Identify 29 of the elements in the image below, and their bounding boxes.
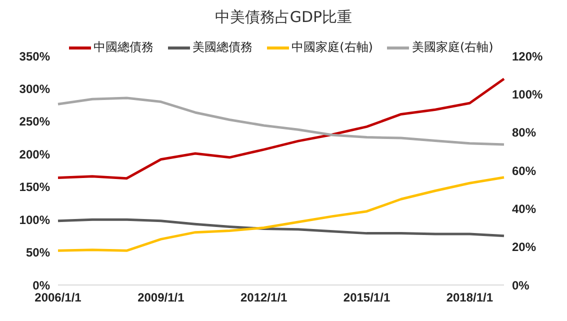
y-tick-label: 50% — [26, 246, 50, 260]
legend-label: 中國總債務 — [92, 39, 154, 56]
y-tick-label: 100% — [19, 212, 50, 227]
legend-label: 美國總債務 — [192, 39, 253, 56]
y-tick-label: 300% — [19, 82, 50, 96]
x-tick-label: 2018/1/1 — [446, 290, 494, 305]
y2-tick-label: 0% — [512, 278, 530, 292]
y2-tick-label: 20% — [512, 240, 536, 254]
x-tick-label: 2006/1/1 — [34, 290, 82, 305]
legend-label: 美國家庭(右軸) — [411, 39, 494, 56]
y-tick-label: 350% — [19, 49, 50, 64]
line-series — [56, 96, 506, 146]
x-tick-label: 2015/1/1 — [343, 290, 390, 305]
y2-tick-label: 100% — [512, 87, 544, 102]
y2-tick-label: 60% — [512, 164, 536, 178]
chart-title: 中美債務占GDP比重 — [214, 8, 354, 28]
line-series — [56, 176, 506, 252]
x-tick-label: 2009/1/1 — [138, 290, 185, 305]
x-tick-label: 2012/1/1 — [240, 290, 288, 305]
line-series — [56, 218, 506, 238]
y2-tick-label: 120% — [512, 49, 544, 64]
y2-tick-label: 40% — [512, 202, 536, 216]
line-series — [56, 78, 506, 180]
y-tick-label: 200% — [19, 147, 50, 162]
y-tick-label: 250% — [19, 114, 50, 129]
y-tick-label: 0% — [32, 278, 50, 292]
legend-label: 中國家庭(右軸) — [290, 39, 373, 56]
y2-tick-label: 80% — [512, 126, 536, 140]
y-tick-label: 150% — [19, 180, 50, 194]
